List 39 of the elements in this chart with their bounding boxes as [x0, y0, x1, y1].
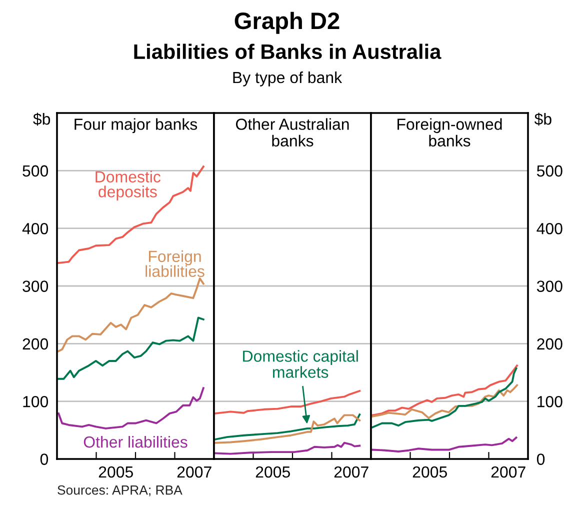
line-series — [372, 364, 518, 416]
text: Liabilities of Banks in Australia — [134, 44, 442, 60]
x-tick-label: 2005 — [256, 466, 290, 478]
x-tick-label: 2007 — [177, 466, 212, 478]
y2-axis-title: $b — [534, 112, 552, 126]
series-label: Domestic deposits — [96, 170, 161, 201]
line-series — [58, 316, 204, 380]
text: Foreign-owned banks — [398, 118, 502, 147]
y-tick-label: 200 — [22, 338, 48, 350]
y-axis-title: $b — [33, 112, 50, 126]
line-series — [58, 387, 204, 430]
y2-tick-label: 200 — [537, 338, 562, 350]
y-tick-label: 500 — [22, 165, 48, 177]
x-tick-label: 2005 — [412, 466, 447, 478]
text: Other Australian banks — [236, 118, 349, 147]
x-tick-label: 2005 — [98, 466, 133, 478]
chart-title: Four major banks — [74, 118, 198, 134]
y2-tick-label: 0 — [536, 454, 545, 465]
y2-tick-label: 300 — [536, 280, 562, 292]
y-tick-label: 300 — [22, 280, 48, 292]
y-tick-label: 400 — [22, 222, 48, 234]
x-tick-label: 2007 — [334, 466, 368, 478]
series-label: Other liabilities — [84, 436, 188, 448]
text: Domestic capital markets — [243, 350, 358, 378]
y2-tick-label: 400 — [536, 222, 562, 234]
line-series — [58, 166, 204, 264]
y2-tick-label: 500 — [536, 165, 562, 177]
caption: Graph D2 — [234, 12, 340, 34]
source-note: Sources: APRA; RBA — [58, 485, 182, 496]
line-series — [372, 367, 518, 428]
y-tick-label: 100 — [23, 396, 48, 408]
text: By type of bank — [233, 71, 342, 86]
x-tick-label: 2007 — [491, 466, 526, 478]
line-series — [58, 278, 204, 352]
series-label: Foreign liabilities — [146, 250, 204, 277]
line-series — [372, 436, 518, 452]
y2-tick-label: 100 — [538, 396, 562, 408]
line-series — [372, 384, 518, 420]
y-tick-label: 0 — [40, 454, 48, 465]
